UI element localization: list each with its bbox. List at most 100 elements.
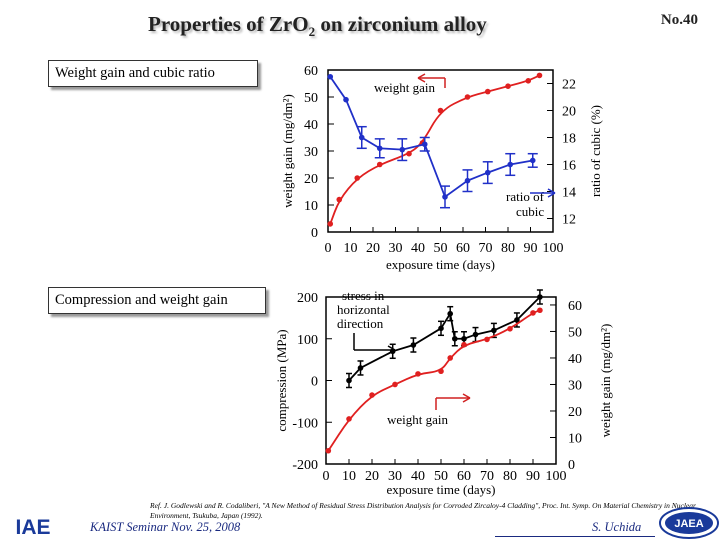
y-left-tick-label: -200 bbox=[292, 458, 318, 473]
annotation-arrow-head bbox=[417, 77, 426, 83]
y-right-tick-label: 20 bbox=[568, 405, 582, 420]
jaea-logo-text: JAEA bbox=[674, 518, 703, 530]
x-tick-label: 0 bbox=[325, 241, 332, 256]
y-right-tick-label: 50 bbox=[568, 325, 582, 340]
series-1-1-point bbox=[484, 336, 490, 343]
x-tick-label: 60 bbox=[457, 469, 471, 484]
y-left-tick-label: 40 bbox=[304, 118, 318, 133]
annotation-arrow-head bbox=[387, 349, 396, 355]
series-1-1-point bbox=[346, 416, 352, 422]
seminar-label: KAIST Seminar Nov. 25, 2008 bbox=[90, 520, 241, 534]
series-1-1-point bbox=[507, 326, 513, 332]
y-right-tick-label: 0 bbox=[568, 458, 575, 473]
series-0-1-point bbox=[507, 161, 514, 168]
x-tick-label: 0 bbox=[323, 469, 330, 484]
title-subscript: 2 bbox=[308, 24, 316, 40]
series-1-0-point bbox=[438, 325, 444, 332]
series-1-1-point bbox=[438, 368, 444, 375]
series-0-1-point bbox=[421, 141, 428, 148]
y-left-tick-label: 100 bbox=[297, 333, 318, 348]
series-1-0-point bbox=[346, 377, 352, 384]
series-1-1-point bbox=[447, 355, 454, 361]
series-0-0-point bbox=[376, 161, 383, 168]
annotation-arrow-head bbox=[417, 73, 426, 79]
y-left-axis-label: compression (MPa) bbox=[274, 329, 289, 431]
series-1-1-line bbox=[327, 309, 541, 452]
series-0-0-point bbox=[437, 107, 444, 114]
x-tick-label: 90 bbox=[524, 241, 538, 256]
x-tick-label: 90 bbox=[526, 469, 540, 484]
series-0-0-point bbox=[354, 175, 361, 181]
slide-number: No.40 bbox=[660, 12, 698, 28]
y-left-tick-label: 30 bbox=[304, 145, 318, 160]
y-right-tick-label: 16 bbox=[562, 159, 576, 174]
x-tick-label: 20 bbox=[365, 469, 379, 484]
series-1-1-point bbox=[461, 341, 467, 348]
x-tick-label: 10 bbox=[344, 241, 358, 256]
annotation-ratio-of: ratio of bbox=[506, 189, 545, 204]
annotation-cubic: cubic bbox=[516, 204, 544, 219]
annotation-stress-line1: stress in bbox=[342, 288, 385, 303]
author-label: S. Uchida bbox=[592, 520, 642, 534]
y-left-axis-label: weight gain (mg/dm²) bbox=[280, 94, 295, 208]
series-1-0-point bbox=[410, 342, 417, 348]
y-right-tick-label: 10 bbox=[568, 431, 582, 446]
series-1-0-point bbox=[514, 317, 520, 323]
series-0-1-point bbox=[484, 169, 491, 176]
y-right-tick-label: 20 bbox=[562, 105, 576, 120]
annotation-arrow-head bbox=[387, 345, 396, 351]
x-tick-label: 80 bbox=[503, 469, 517, 484]
series-0-1-point bbox=[442, 194, 448, 200]
x-tick-label: 30 bbox=[389, 241, 403, 256]
y-right-tick-label: 14 bbox=[562, 186, 576, 201]
annotation-arrow-head bbox=[462, 397, 471, 403]
y-left-tick-label: 50 bbox=[304, 91, 318, 106]
y-right-tick-label: 18 bbox=[562, 132, 576, 147]
series-0-1-point bbox=[376, 145, 383, 152]
series-1-0-line bbox=[348, 296, 541, 382]
x-tick-label: 40 bbox=[411, 469, 425, 484]
y-right-axis-label: ratio of cubic (%) bbox=[588, 105, 603, 197]
iae-logo-text: IAE bbox=[15, 516, 50, 538]
annotation-weight-gain: weight gain bbox=[374, 80, 436, 95]
series-0-1-point bbox=[327, 73, 334, 80]
page-title: Properties of ZrO2 on zirconium alloy bbox=[148, 12, 487, 40]
x-tick-label: 60 bbox=[456, 241, 470, 256]
title-text: Properties of ZrO bbox=[148, 12, 309, 36]
x-tick-label: 30 bbox=[388, 469, 402, 484]
x-tick-label: 50 bbox=[434, 241, 448, 256]
x-tick-label: 70 bbox=[479, 241, 493, 256]
series-1-0-point bbox=[472, 331, 479, 338]
series-1-0-point bbox=[447, 310, 454, 317]
x-tick-label: 40 bbox=[411, 241, 425, 256]
chart2-section-label: Compression and weight gain bbox=[48, 287, 266, 314]
series-0-1-point bbox=[358, 134, 365, 141]
series-1-1-point bbox=[415, 371, 421, 377]
series-0-0-point bbox=[536, 72, 543, 79]
series-0-0-point bbox=[505, 83, 511, 89]
y-left-tick-label: 60 bbox=[304, 64, 318, 79]
chart2: 0 10 20 30 40 50 60 70 80 90 100-200-1000100200010… bbox=[274, 288, 613, 497]
x-tick-label: 70 bbox=[480, 469, 494, 484]
iae-logo: IAE bbox=[2, 516, 64, 538]
y-right-tick-label: 12 bbox=[562, 213, 576, 228]
x-tick-label: 100 bbox=[543, 241, 564, 256]
y-left-tick-label: -100 bbox=[292, 416, 318, 431]
y-left-tick-label: 10 bbox=[304, 199, 318, 214]
annotation-stress-line3: direction bbox=[337, 316, 384, 331]
series-1-0-point bbox=[491, 327, 497, 334]
series-1-1-point bbox=[325, 447, 332, 454]
x-tick-label: 100 bbox=[546, 469, 567, 484]
series-1-1-point bbox=[537, 307, 543, 314]
series-0-1-point bbox=[343, 96, 349, 103]
series-1-0-point bbox=[461, 335, 467, 342]
series-0-1-point bbox=[529, 157, 536, 164]
y-right-axis-label: weight gain (mg/dm²) bbox=[598, 324, 613, 438]
x-axis-label: exposure time (days) bbox=[386, 482, 495, 497]
series-0-0-line bbox=[329, 74, 540, 225]
x-tick-label: 80 bbox=[501, 241, 515, 256]
series-1-1-point bbox=[530, 310, 536, 316]
x-tick-label: 10 bbox=[342, 469, 356, 484]
series-1-1-point bbox=[369, 392, 375, 398]
series-0-0-point bbox=[484, 88, 491, 95]
